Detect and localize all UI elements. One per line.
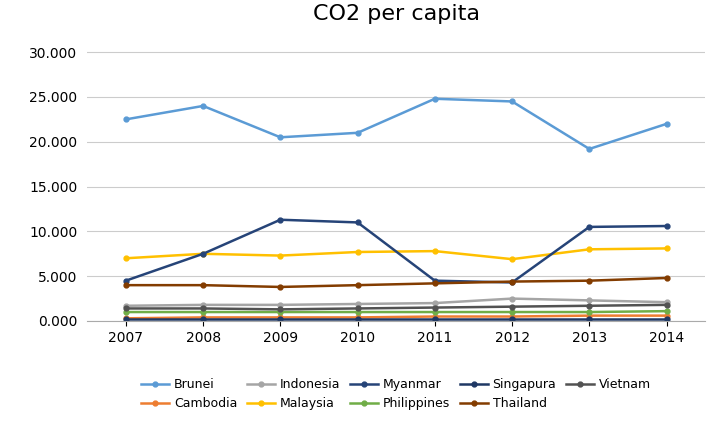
Brunei <box>662 121 671 126</box>
Vietnam <box>276 307 285 312</box>
Line: Thailand: Thailand <box>124 276 669 289</box>
Indonesia <box>353 301 362 306</box>
Cambodia <box>121 316 130 321</box>
Line: Philippines: Philippines <box>124 309 669 315</box>
Cambodia <box>662 313 671 318</box>
Line: Brunei: Brunei <box>124 96 669 152</box>
Myanmar <box>662 223 671 229</box>
Singapura <box>121 317 130 322</box>
Cambodia <box>507 314 516 319</box>
Singapura <box>662 317 671 322</box>
Philippines <box>585 309 594 315</box>
Malaysia <box>662 246 671 251</box>
Indonesia <box>662 300 671 305</box>
Indonesia <box>430 300 439 306</box>
Brunei <box>507 99 516 104</box>
Malaysia <box>430 249 439 254</box>
Indonesia <box>507 296 516 301</box>
Thailand <box>507 279 516 284</box>
Cambodia <box>198 315 207 320</box>
Brunei <box>585 146 594 152</box>
Indonesia <box>198 302 207 307</box>
Vietnam <box>121 306 130 311</box>
Line: Myanmar: Myanmar <box>124 217 669 285</box>
Philippines <box>353 309 362 315</box>
Brunei <box>276 135 285 140</box>
Thailand <box>353 282 362 288</box>
Malaysia <box>507 257 516 262</box>
Myanmar <box>121 278 130 283</box>
Title: CO2 per capita: CO2 per capita <box>313 4 480 24</box>
Singapura <box>198 317 207 322</box>
Philippines <box>662 309 671 314</box>
Malaysia <box>353 250 362 255</box>
Indonesia <box>585 298 594 303</box>
Thailand <box>430 281 439 286</box>
Philippines <box>276 309 285 315</box>
Malaysia <box>121 256 130 261</box>
Vietnam <box>662 302 671 307</box>
Myanmar <box>198 251 207 256</box>
Myanmar <box>430 278 439 283</box>
Thailand <box>121 282 130 288</box>
Vietnam <box>353 306 362 311</box>
Vietnam <box>430 305 439 310</box>
Line: Vietnam: Vietnam <box>124 303 669 312</box>
Myanmar <box>276 217 285 222</box>
Vietnam <box>507 304 516 309</box>
Thailand <box>662 276 671 281</box>
Thailand <box>276 284 285 289</box>
Myanmar <box>507 280 516 285</box>
Cambodia <box>276 315 285 320</box>
Singapura <box>507 317 516 322</box>
Philippines <box>430 309 439 315</box>
Myanmar <box>353 220 362 225</box>
Malaysia <box>198 251 207 256</box>
Singapura <box>585 317 594 322</box>
Cambodia <box>353 315 362 320</box>
Line: Indonesia: Indonesia <box>124 296 669 308</box>
Malaysia <box>585 247 594 252</box>
Singapura <box>276 317 285 322</box>
Singapura <box>353 317 362 322</box>
Line: Singapura: Singapura <box>124 317 669 321</box>
Philippines <box>507 309 516 315</box>
Thailand <box>198 282 207 288</box>
Legend: Brunei, Cambodia, Indonesia, Malaysia, Myanmar, Philippines, Singapura, Thailand: Brunei, Cambodia, Indonesia, Malaysia, M… <box>137 373 656 416</box>
Brunei <box>198 103 207 108</box>
Thailand <box>585 278 594 283</box>
Vietnam <box>198 306 207 311</box>
Malaysia <box>276 253 285 258</box>
Cambodia <box>430 314 439 319</box>
Brunei <box>121 117 130 122</box>
Line: Malaysia: Malaysia <box>124 246 669 262</box>
Philippines <box>198 309 207 315</box>
Brunei <box>430 96 439 101</box>
Indonesia <box>276 302 285 307</box>
Vietnam <box>585 303 594 308</box>
Brunei <box>353 130 362 135</box>
Philippines <box>121 309 130 315</box>
Myanmar <box>585 224 594 229</box>
Line: Cambodia: Cambodia <box>124 313 669 321</box>
Singapura <box>430 317 439 322</box>
Cambodia <box>585 313 594 318</box>
Indonesia <box>121 303 130 308</box>
